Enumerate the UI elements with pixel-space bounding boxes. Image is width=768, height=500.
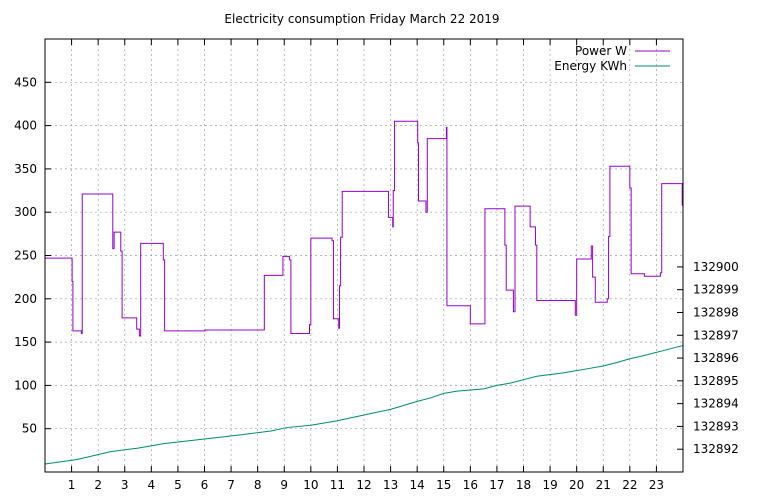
- x-tick-label: 7: [227, 478, 235, 492]
- y-tick-label: 350: [14, 162, 37, 176]
- x-tick-label: 12: [356, 478, 371, 492]
- x-tick-label: 9: [280, 478, 288, 492]
- y-tick-label: 200: [14, 292, 37, 306]
- y2-tick-label: 132900: [693, 260, 739, 274]
- series-layer: [44, 120, 684, 465]
- x-tick-label: 5: [174, 478, 182, 492]
- x-tick-label: 11: [330, 478, 345, 492]
- y-tick-label: 250: [14, 249, 37, 263]
- y-tick-label: 450: [14, 75, 37, 89]
- x-tick-label: 2: [94, 478, 102, 492]
- x-tick-label: 3: [121, 478, 129, 492]
- y2-tick-label: 132895: [693, 374, 739, 388]
- y-tick-label: 300: [14, 205, 37, 219]
- x-tick-label: 1: [68, 478, 76, 492]
- x-tick-label: 6: [201, 478, 209, 492]
- x-tick-label: 20: [569, 478, 584, 492]
- x-tick-label: 10: [303, 478, 318, 492]
- y-tick-label: 50: [22, 422, 37, 436]
- x-tick-label: 16: [463, 478, 478, 492]
- x-tick-label: 21: [596, 478, 611, 492]
- series-line-0: [45, 120, 684, 337]
- x-tick-label: 15: [436, 478, 451, 492]
- y-tick-label: 100: [14, 378, 37, 392]
- y2-tick-label: 132893: [693, 419, 739, 433]
- axes: 1 2 3 4 5 6 7 8 9 10 11 12 13 14 15 16 17 18 19 20 21 22 23501…: [14, 39, 739, 492]
- grid: [45, 39, 683, 472]
- x-tick-label: 17: [489, 478, 504, 492]
- y2-tick-label: 132899: [693, 283, 739, 297]
- series-line-1: [44, 345, 684, 465]
- y2-tick-label: 132892: [693, 442, 739, 456]
- x-tick-label: 23: [649, 478, 664, 492]
- legend-label: Energy KWh: [554, 59, 627, 73]
- y-tick-label: 400: [14, 119, 37, 133]
- x-tick-label: 19: [542, 478, 557, 492]
- y2-tick-label: 132896: [693, 351, 739, 365]
- legend-label: Power W: [575, 44, 627, 58]
- chart-title: Electricity consumption Friday March 22 …: [224, 12, 499, 26]
- x-tick-label: 4: [148, 478, 156, 492]
- y2-tick-label: 132897: [693, 328, 739, 342]
- x-tick-label: 8: [254, 478, 262, 492]
- y2-tick-label: 132894: [693, 397, 739, 411]
- x-tick-label: 14: [410, 478, 425, 492]
- x-tick-label: 18: [516, 478, 531, 492]
- x-tick-label: 22: [622, 478, 637, 492]
- y-tick-label: 150: [14, 335, 37, 349]
- y2-tick-label: 132898: [693, 305, 739, 319]
- x-tick-label: 13: [383, 478, 398, 492]
